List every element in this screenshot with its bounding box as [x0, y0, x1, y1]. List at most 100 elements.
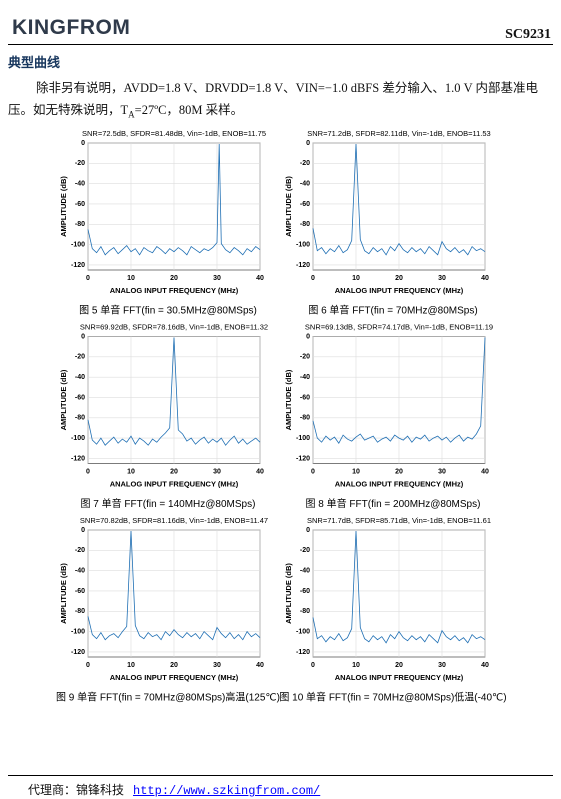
x-tick-label: 20: [395, 468, 403, 475]
caption: 图 6 单音 FFT(fin = 70MHz@80MSps): [308, 304, 477, 317]
link[interactable]: http://www.szkingfrom.com/: [133, 784, 321, 798]
y-tick-label: -60: [75, 394, 85, 401]
x-tick-label: 30: [213, 275, 221, 282]
y-tick-label: -100: [71, 241, 85, 248]
y-axis-label: AMPLITUDE (dB): [59, 369, 68, 430]
y-tick-label: -80: [300, 415, 310, 422]
x-tick-label: 20: [395, 662, 403, 669]
x-tick-label: 30: [438, 468, 446, 475]
y-tick-label: -20: [300, 160, 310, 167]
x-axis-label: ANALOG INPUT FREQUENCY (MHz): [335, 479, 464, 488]
y-axis-label: AMPLITUDE (dB): [59, 176, 68, 237]
spectrum-line: [87, 530, 261, 641]
spectrum-line: [312, 530, 486, 644]
y-tick-label: 0: [306, 140, 310, 147]
footer: 代理商：锦锋科技 http://www.szkingfrom.com/: [28, 781, 320, 798]
chart-title: SNR=71.2dB, SFDR=82.11dB, Vin=-1dB, ENOB…: [307, 129, 490, 138]
agent: 代理商：锦锋科技: [28, 783, 125, 797]
y-tick-label: -20: [75, 160, 85, 167]
paragraph-line: 除非另有说明，AVDD=1.8 V、DRVDD=1.8 V、VIN=−1.0 d…: [36, 81, 539, 95]
chart-title: SNR=69.92dB, SFDR=78.16dB, Vin=-1dB, ENO…: [80, 322, 268, 331]
y-tick-label: -40: [75, 180, 85, 187]
y-tick-label: -120: [71, 262, 85, 269]
y-axis-label: AMPLITUDE (dB): [284, 369, 293, 430]
x-tick-label: 40: [256, 468, 264, 475]
x-tick-label: 10: [352, 662, 360, 669]
y-tick-label: 0: [306, 333, 310, 340]
x-axis-label: ANALOG INPUT FREQUENCY (MHz): [335, 286, 464, 295]
logo: KINGFROM: [12, 16, 131, 39]
y-tick-label: -120: [296, 649, 310, 656]
header-rule: [8, 44, 553, 45]
x-tick-label: 0: [86, 468, 90, 475]
y-tick-label: -20: [75, 354, 85, 361]
caption: 图 9 单音 FFT(fin = 70MHz@80MSps)高温(125℃): [56, 691, 280, 704]
y-tick-label: 0: [81, 140, 85, 147]
x-tick-label: 40: [481, 662, 489, 669]
y-tick-label: -20: [75, 547, 85, 554]
y-tick-label: -40: [300, 180, 310, 187]
y-tick-label: -80: [75, 415, 85, 422]
footer-rule: [8, 775, 553, 776]
x-tick-label: 10: [127, 275, 135, 282]
y-axis-label: AMPLITUDE (dB): [284, 176, 293, 237]
y-tick-label: -60: [300, 588, 310, 595]
x-tick-label: 40: [481, 275, 489, 282]
x-tick-label: 10: [127, 468, 135, 475]
spectrum-line: [87, 337, 261, 446]
x-tick-label: 20: [170, 275, 178, 282]
x-tick-label: 10: [352, 468, 360, 475]
x-tick-label: 10: [352, 275, 360, 282]
y-tick-label: -120: [296, 262, 310, 269]
y-tick-label: -40: [75, 567, 85, 574]
y-tick-label: -100: [71, 628, 85, 635]
x-axis-label: ANALOG INPUT FREQUENCY (MHz): [110, 673, 239, 682]
y-tick-label: -60: [300, 394, 310, 401]
y-tick-label: -20: [300, 547, 310, 554]
x-tick-label: 20: [170, 468, 178, 475]
y-tick-label: -100: [71, 435, 85, 442]
x-tick-label: 20: [170, 662, 178, 669]
chart-title: SNR=70.82dB, SFDR=81.16dB, Vin=-1dB, ENO…: [80, 516, 268, 525]
x-tick-label: 20: [395, 275, 403, 282]
y-tick-label: -80: [75, 221, 85, 228]
y-tick-label: -40: [300, 374, 310, 381]
x-tick-label: 0: [86, 275, 90, 282]
y-tick-label: 0: [81, 527, 85, 534]
y-tick-label: -80: [300, 221, 310, 228]
x-tick-label: 30: [438, 275, 446, 282]
x-axis-label: ANALOG INPUT FREQUENCY (MHz): [110, 286, 239, 295]
text: =27ºC，80M 采样。: [134, 103, 244, 117]
y-tick-label: -100: [296, 241, 310, 248]
x-tick-label: 30: [213, 662, 221, 669]
x-tick-label: 0: [311, 275, 315, 282]
y-tick-label: -40: [300, 567, 310, 574]
x-tick-label: 0: [311, 468, 315, 475]
doc-code: SC9231: [505, 27, 551, 42]
y-tick-label: -60: [75, 201, 85, 208]
y-tick-label: 0: [81, 333, 85, 340]
y-tick-label: 0: [306, 527, 310, 534]
chart-title: SNR=69.13dB, SFDR=74.17dB, Vin=-1dB, ENO…: [305, 322, 493, 331]
y-tick-label: -120: [71, 649, 85, 656]
x-tick-label: 0: [311, 662, 315, 669]
x-tick-label: 40: [256, 275, 264, 282]
y-tick-label: -60: [75, 588, 85, 595]
chart-title: SNR=72.5dB, SFDR=81.48dB, Vin=-1dB, ENOB…: [82, 129, 266, 138]
y-tick-label: -120: [71, 455, 85, 462]
spectrum-line: [87, 143, 261, 256]
y-tick-label: -60: [300, 201, 310, 208]
caption: 图 5 单音 FFT(fin = 30.5MHz@80MSps): [79, 304, 257, 317]
y-tick-label: -20: [300, 354, 310, 361]
y-tick-label: -80: [300, 608, 310, 615]
y-tick-label: -120: [296, 455, 310, 462]
caption: 图 7 单音 FFT(fin = 140MHz@80MSps): [81, 497, 256, 510]
y-tick-label: -80: [75, 608, 85, 615]
y-tick-label: -100: [296, 628, 310, 635]
spectrum-line: [312, 143, 486, 256]
y-tick-label: -40: [75, 374, 85, 381]
paragraph-line: 压。如无特殊说明，TA=27ºC，80M 采样。: [8, 99, 553, 126]
caption: 图 10 单音 FFT(fin = 70MHz@80MSps)低温(-40℃): [279, 691, 506, 704]
x-tick-label: 40: [256, 662, 264, 669]
